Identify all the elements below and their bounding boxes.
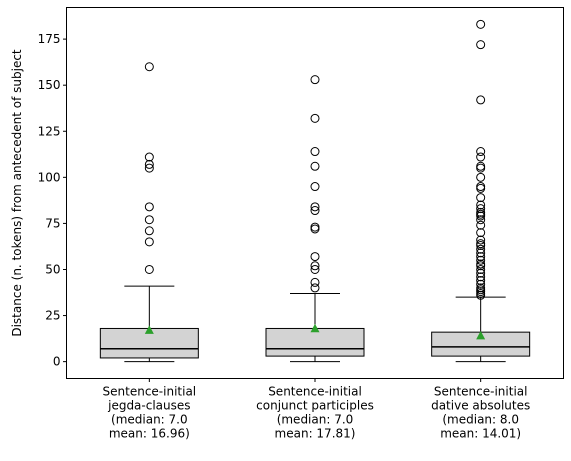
- x-axis: Sentence-initial jegda-clauses (median: 7.…: [103, 378, 530, 441]
- outlier-point: [476, 19, 486, 29]
- box-group-2: [265, 75, 365, 363]
- outlier-point: [476, 235, 486, 245]
- outlier-point: [144, 62, 154, 72]
- outlier-point: [476, 244, 486, 254]
- outlier-point: [476, 163, 486, 173]
- outlier-point: [476, 193, 486, 203]
- x-tick-label-line: dative absolutes: [431, 399, 530, 413]
- x-tick-label-line: mean: 16.96): [109, 427, 190, 441]
- x-tick-label-line: Sentence-initial: [268, 385, 362, 399]
- x-tick-label-line: (median: 8.0: [442, 413, 519, 427]
- outlier-point: [144, 226, 154, 236]
- outlier-point: [476, 183, 486, 193]
- outlier-point: [476, 95, 486, 105]
- mean-marker: [476, 330, 486, 340]
- x-tick-label-line: jegda-clauses: [107, 399, 190, 413]
- outlier-point: [144, 159, 154, 169]
- outlier-point: [476, 252, 486, 262]
- outlier-point: [476, 152, 486, 162]
- outlier-point: [310, 147, 320, 157]
- outlier-point: [476, 161, 486, 171]
- x-tick-label-line: Sentence-initial: [103, 385, 197, 399]
- outlier-point: [476, 182, 486, 192]
- y-tick-label: 150: [38, 78, 61, 92]
- y-tick-label: 25: [45, 309, 60, 323]
- box-group-3: [431, 19, 531, 363]
- x-tick-label-line: Sentence-initial: [434, 385, 528, 399]
- outlier-point: [476, 228, 486, 238]
- x-tick-label-line: (median: 7.0: [277, 413, 354, 427]
- outlier-point: [476, 220, 486, 230]
- outlier-point: [310, 113, 320, 123]
- outlier-point: [476, 200, 486, 210]
- outlier-point: [144, 163, 154, 173]
- x-tick-label: Sentence-initial dative absolutes (median:…: [431, 385, 530, 441]
- outlier-point: [476, 283, 486, 293]
- x-tick-label-line: mean: 14.01): [440, 427, 521, 441]
- outlier-point: [144, 152, 154, 162]
- outlier-point: [310, 222, 320, 232]
- outlier-point: [476, 147, 486, 157]
- outlier-point: [476, 248, 486, 258]
- x-tick-label: Sentence-initial jegda-clauses (median: 7.…: [103, 385, 197, 441]
- y-tick-label: 0: [53, 355, 61, 369]
- x-tick-label-line: (median: 7.0: [111, 413, 188, 427]
- outlier-point: [310, 277, 320, 287]
- x-tick-label: Sentence-initial conjunct participles (med…: [256, 385, 374, 441]
- y-tick-label: 175: [38, 32, 61, 46]
- outlier-point: [310, 224, 320, 234]
- y-axis: 0 25 50 75 100 125 150 175: [38, 32, 67, 369]
- outlier-point: [476, 255, 486, 265]
- box-group-1: [99, 62, 199, 363]
- y-tick-label: 125: [38, 124, 61, 138]
- outlier-point: [310, 261, 320, 271]
- outlier-point: [476, 239, 486, 249]
- outlier-point: [476, 272, 486, 282]
- plot-marks: [99, 19, 531, 363]
- mean-marker: [144, 325, 154, 334]
- outlier-point: [476, 264, 486, 274]
- x-tick-label-line: conjunct participles: [256, 399, 374, 413]
- outlier-point: [476, 279, 486, 289]
- y-tick-label: 75: [45, 216, 60, 230]
- outlier-point: [310, 283, 320, 293]
- outlier-point: [310, 206, 320, 216]
- mean-marker: [310, 323, 320, 333]
- outlier-point: [144, 215, 154, 225]
- outlier-point: [144, 202, 154, 212]
- outlier-point: [310, 252, 320, 262]
- outlier-point: [144, 237, 154, 247]
- iqr-box: [265, 327, 365, 357]
- outlier-point: [476, 207, 486, 217]
- outlier-point: [310, 182, 320, 192]
- y-axis-label: Distance (n. tokens) from antecedent of …: [10, 49, 24, 337]
- outlier-point: [476, 276, 486, 286]
- outlier-point: [476, 204, 486, 214]
- outlier-point: [310, 264, 320, 274]
- outlier-point: [476, 215, 486, 225]
- outlier-point: [144, 264, 154, 274]
- y-tick-label: 50: [45, 262, 60, 276]
- y-tick-label: 100: [38, 170, 61, 184]
- outlier-point: [476, 268, 486, 278]
- outlier-point: [476, 40, 486, 50]
- outlier-point: [310, 161, 320, 171]
- outlier-point: [476, 172, 486, 182]
- outlier-point: [310, 202, 320, 212]
- outlier-point: [476, 259, 486, 269]
- x-tick-label-line: mean: 17.81): [275, 427, 356, 441]
- outlier-point: [310, 75, 320, 85]
